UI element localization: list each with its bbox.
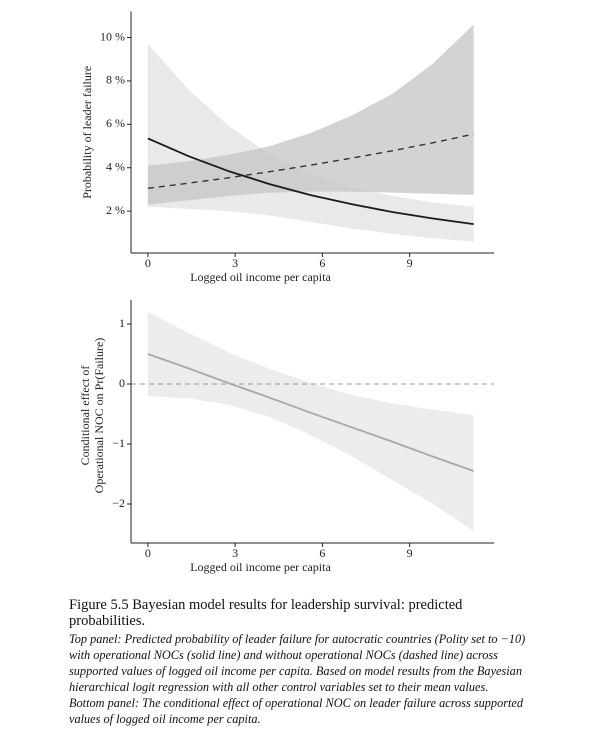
y-tick-label: 1 [119, 316, 125, 330]
x-axis-label: Logged oil income per capita [190, 560, 331, 574]
confidence-band [147, 24, 474, 205]
x-tick-label: 0 [145, 256, 151, 270]
y-tick-label: 10 % [100, 29, 125, 43]
x-tick-label: 6 [319, 256, 325, 270]
y-tick-label: 2 % [106, 203, 125, 217]
x-tick-label: 3 [232, 546, 238, 560]
y-tick-label: 4 % [106, 159, 125, 173]
caption-text: Bottom panel: The conditional effect of … [69, 696, 524, 726]
y-axis-label: Probability of leader failure [80, 66, 94, 199]
x-tick-label: 6 [319, 546, 325, 560]
y-axis-label: Conditional effect of [78, 366, 92, 466]
confidence-band [147, 312, 474, 531]
y-tick-label: 0 [119, 376, 125, 390]
series-line [147, 353, 474, 472]
y-tick-label: 8 % [106, 73, 125, 87]
x-axis-label: Logged oil income per capita [190, 270, 331, 284]
y-tick-label: −2 [112, 496, 125, 510]
caption-title: Figure 5.5 Bayesian model results for le… [69, 597, 463, 629]
figure: 2 % 4 % 6 % 8 % 10 % 0 3 6 9 Logged oil income pe… [78, 11, 494, 574]
y-axis-label: Operational NOC on Pr(Failure) [92, 338, 106, 494]
caption: Figure 5.5 Bayesian model results for le… [69, 597, 535, 727]
y-tick-label: 6 % [106, 116, 125, 130]
y-tick-label: −1 [112, 436, 125, 450]
x-tick-label: 0 [145, 546, 151, 560]
x-tick-label: 9 [407, 546, 413, 560]
series-line [147, 137, 474, 226]
caption-text: Top panel: Predicted probability of lead… [69, 632, 526, 694]
x-tick-label: 3 [232, 256, 238, 270]
x-tick-label: 9 [407, 256, 413, 270]
